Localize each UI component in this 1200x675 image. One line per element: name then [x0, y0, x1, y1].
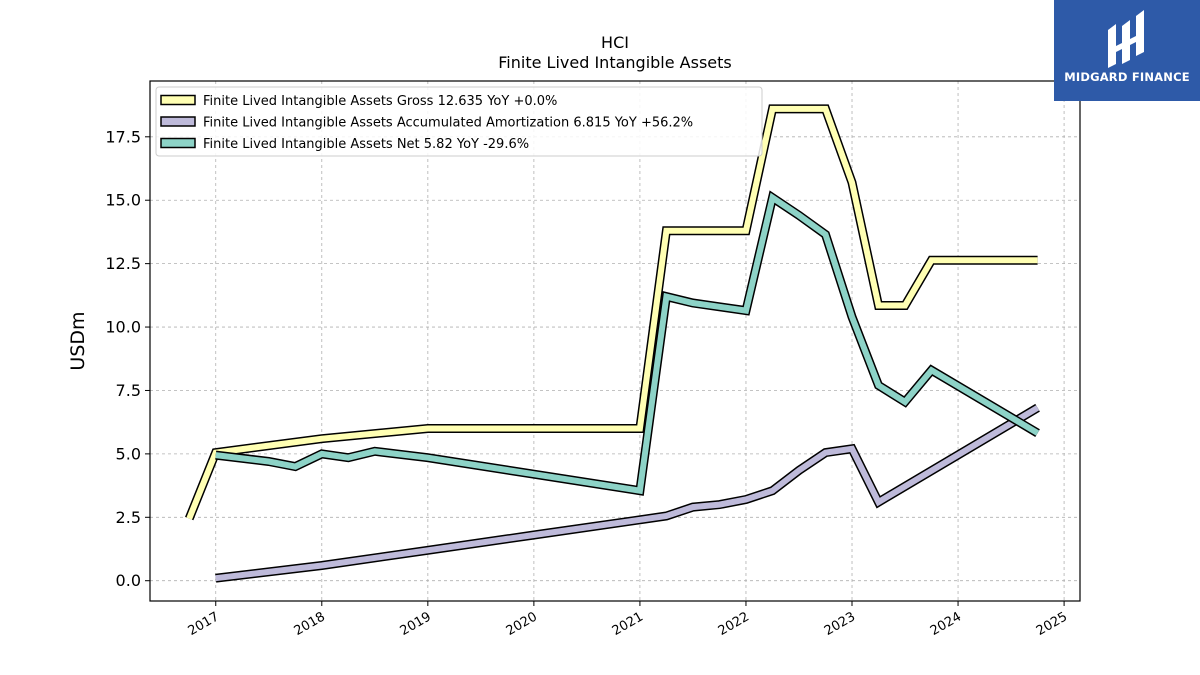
plot-frame	[149, 80, 1081, 602]
midgard-finance-logo: MIDGARD FINANCE	[1054, 0, 1200, 101]
x-tick-label: 2018	[292, 609, 328, 639]
y-axis-ticks: 0.0 2.5 5.0 7.5 10.0 12.5 15.0 17.5	[105, 127, 150, 590]
y-tick-label: 15.0	[105, 191, 141, 210]
y-tick-label: 12.5	[105, 254, 141, 273]
grid	[150, 81, 1080, 601]
y-tick-label: 7.5	[116, 381, 141, 400]
legend-label-net: Finite Lived Intangible Assets Net 5.82 …	[203, 137, 529, 152]
y-tick-label: 10.0	[105, 318, 141, 337]
series-line-net	[215, 192, 1040, 495]
x-tick-label: 2023	[822, 609, 858, 639]
y-axis-label: USDm	[67, 311, 89, 370]
y-tick-label: 5.0	[116, 444, 141, 463]
x-tick-label: 2019	[398, 609, 434, 639]
legend-swatch-gross	[160, 94, 196, 106]
chart-subtitle: Finite Lived Intangible Assets	[498, 53, 731, 72]
series-line-gross	[186, 105, 1038, 520]
legend-swatch-net	[160, 137, 196, 149]
y-tick-label: 0.0	[116, 571, 141, 590]
series-outline-net	[215, 190, 1040, 496]
legend-box	[155, 86, 763, 157]
y-tick-label: 17.5	[105, 127, 141, 146]
series-net	[215, 190, 1040, 496]
legend-label-gross: Finite Lived Intangible Assets Gross 12.…	[203, 94, 557, 109]
x-tick-label: 2024	[928, 609, 964, 639]
series-amortization	[215, 403, 1040, 583]
y-tick-label: 2.5	[116, 508, 141, 527]
x-tick-label: 2020	[504, 609, 540, 639]
x-tick-label: 2017	[186, 609, 222, 639]
legend-swatch-amortization	[160, 116, 196, 127]
x-tick-label: 2022	[716, 609, 752, 639]
legend-label-amortization: Finite Lived Intangible Assets Accumulat…	[203, 116, 693, 131]
x-tick-label: 2025	[1034, 609, 1070, 639]
x-tick-label: 2021	[610, 609, 646, 639]
series-lines	[185, 104, 1040, 583]
x-axis-ticks: 2017 2018 2019 2020 2021 2022 2023 2024 2025	[186, 601, 1070, 639]
series-gross	[185, 104, 1038, 521]
midgard-logo-icon	[1108, 10, 1144, 68]
series-line-amortization	[215, 405, 1040, 582]
logo-name: MIDGARD FINANCE	[1064, 70, 1190, 84]
chart-title: HCI	[601, 33, 629, 52]
legend: Finite Lived Intangible Assets Gross 12.…	[155, 86, 763, 157]
